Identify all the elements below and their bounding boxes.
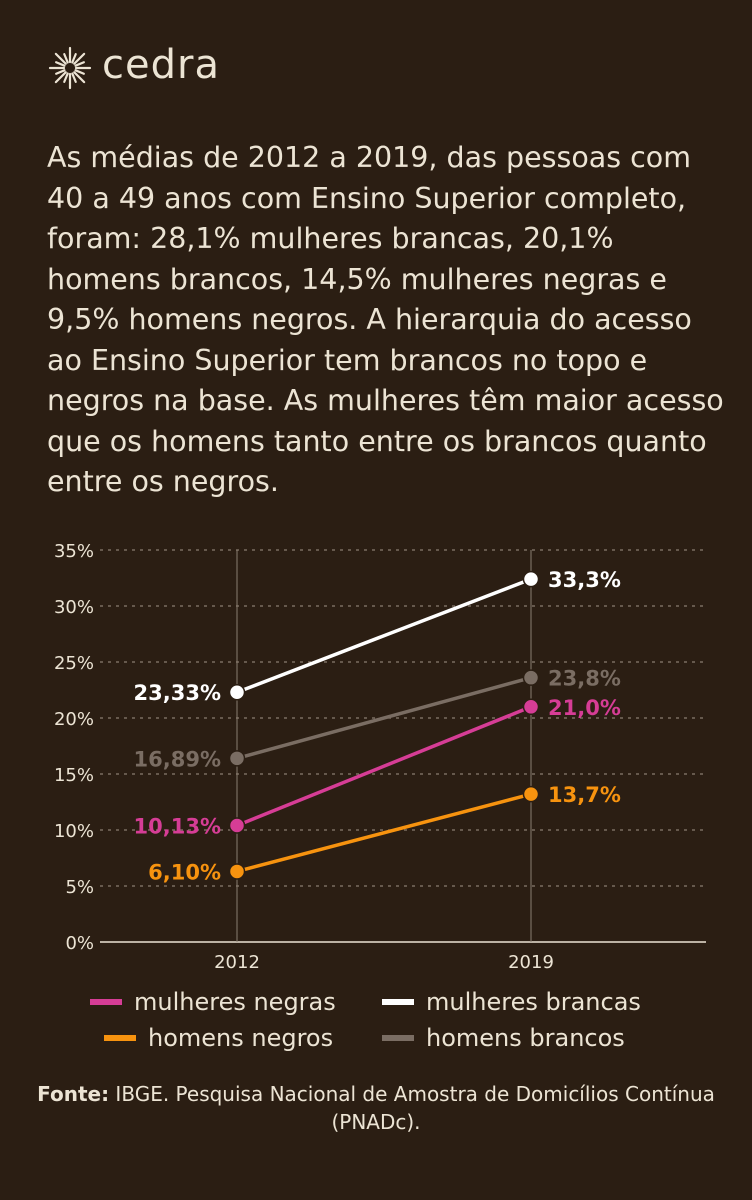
- legend-label: homens brancos: [426, 1024, 625, 1052]
- data-point: [228, 750, 246, 767]
- legend: mulheres negras mulheres brancas homens ne…: [0, 980, 752, 1060]
- sunburst-ray: [54, 71, 67, 84]
- y-tick-label: 25%: [54, 653, 94, 674]
- data-point: [228, 817, 246, 834]
- data-label: 13,7%: [548, 783, 621, 807]
- legend-item: homens negros: [104, 1024, 333, 1052]
- data-point: [228, 683, 246, 701]
- intro-text: As médias de 2012 a 2019, das pessoas co…: [47, 141, 724, 498]
- sunburst-ray: [55, 69, 66, 75]
- legend-item: mulheres negras: [90, 988, 336, 1016]
- data-label: 33,3%: [548, 568, 621, 592]
- legend-swatch: [104, 1035, 136, 1041]
- source-label: Fonte:: [37, 1082, 110, 1106]
- y-axis: 0% 5% 10% 15% 20% 25% 30% 35%: [54, 541, 94, 954]
- y-tick-label: 35%: [54, 541, 94, 562]
- legend-swatch: [382, 999, 414, 1005]
- legend-item: mulheres brancas: [382, 988, 641, 1016]
- data-point: [522, 785, 540, 803]
- data-label: 16,89%: [134, 747, 221, 771]
- series-line: [236, 675, 532, 761]
- sunburst-ray: [71, 53, 77, 64]
- x-tick-label: 2012: [214, 952, 260, 973]
- grid: [100, 549, 706, 943]
- series-points: [228, 570, 540, 880]
- sunburst-ray: [74, 61, 85, 67]
- legend-label: mulheres brancas: [426, 988, 641, 1016]
- y-tick-label: 15%: [54, 765, 94, 786]
- data-label: 10,13%: [134, 815, 221, 839]
- data-label: 21,0%: [548, 696, 621, 720]
- legend-item: homens brancos: [382, 1024, 625, 1052]
- brand-name: cedra: [102, 42, 220, 88]
- series-line: [236, 577, 532, 694]
- y-tick-label: 0%: [65, 933, 94, 954]
- y-tick-label: 5%: [65, 877, 94, 898]
- y-tick-label: 30%: [54, 597, 94, 618]
- data-point: [228, 863, 246, 880]
- series-lines: [236, 577, 532, 874]
- sunburst-ray: [63, 72, 69, 83]
- x-tick-label: 2019: [508, 952, 554, 973]
- series-line: [236, 792, 532, 874]
- data-point: [522, 698, 540, 716]
- sunburst-ray: [55, 61, 66, 67]
- data-label: 6,10%: [148, 860, 221, 884]
- sunburst-ray: [54, 52, 67, 65]
- sunburst-ray: [73, 71, 86, 84]
- data-label: 23,33%: [134, 681, 221, 705]
- y-tick-label: 20%: [54, 709, 94, 730]
- legend-swatch: [90, 999, 122, 1005]
- legend-label: homens negros: [148, 1024, 334, 1052]
- source-text: IBGE. Pesquisa Nacional de Amostra de Do…: [115, 1082, 715, 1134]
- data-point: [522, 669, 540, 686]
- sunburst-ray: [74, 69, 85, 75]
- sunburst-ray: [63, 53, 69, 64]
- legend-swatch: [382, 1035, 414, 1041]
- legend-label: mulheres negras: [134, 988, 336, 1016]
- series-line: [236, 705, 532, 828]
- sunburst-ray: [71, 72, 77, 83]
- y-tick-label: 10%: [54, 821, 94, 842]
- data-labels: 10,13% 21,0% 23,33% 33,3% 6,10% 13,7% 16,89% 23…: [134, 568, 621, 884]
- brand-logo: cedra: [46, 42, 220, 92]
- x-axis: 2012 2019: [214, 952, 554, 973]
- sunburst-ray: [73, 52, 86, 65]
- sunburst-icon: [48, 46, 92, 90]
- source-note: Fonte: IBGE. Pesquisa Nacional de Amostr…: [0, 1080, 752, 1136]
- data-point: [522, 570, 540, 588]
- line-chart: 0% 5% 10% 15% 20% 25% 30% 35% 2012 2019 10,13% 21…: [54, 541, 706, 973]
- data-label: 23,8%: [548, 667, 621, 691]
